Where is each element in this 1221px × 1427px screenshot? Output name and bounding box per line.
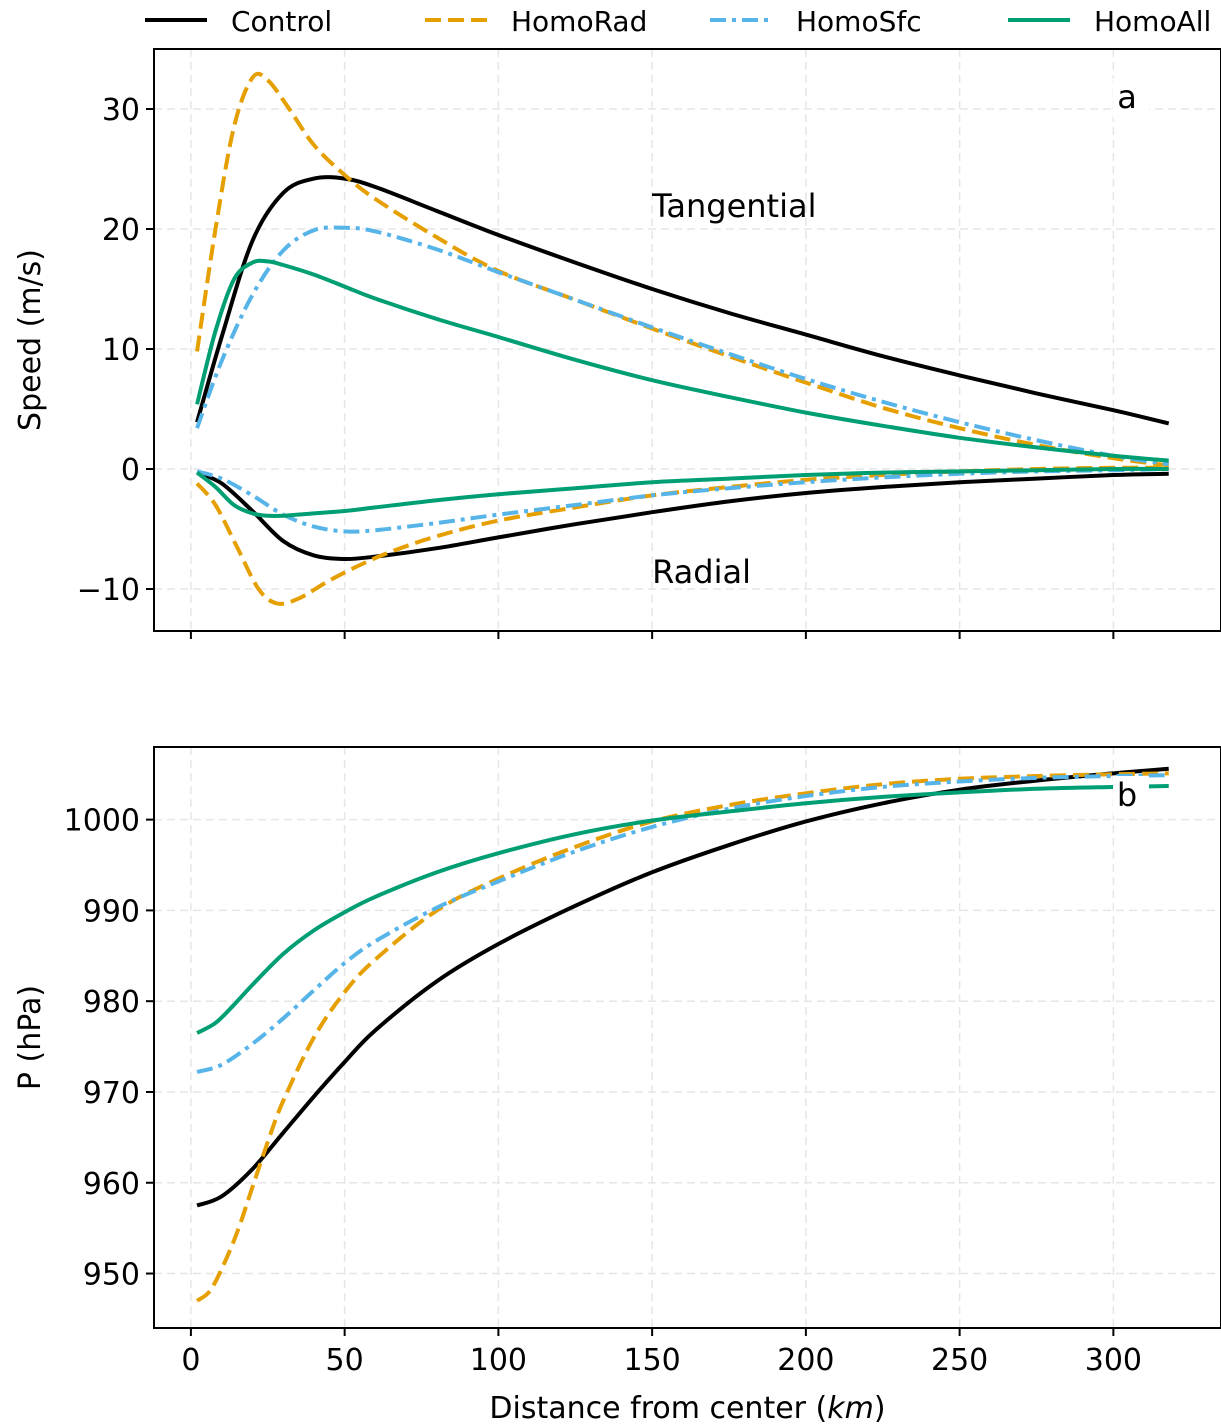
y-tick-label: 0 [121,453,140,488]
series-line-homoall-tangential [195,258,1169,463]
x-tick-label: 150 [624,1343,681,1378]
x-tick-label: 0 [181,1343,200,1378]
y-tick-label: 980 [83,985,140,1020]
y-tick-label: 20 [102,213,140,248]
series-line-control [196,766,1169,1208]
series-lines [195,766,1169,1303]
axes-frame [153,746,1221,1329]
legend-label: HomoSfc [796,5,922,38]
y-tick-label: 970 [83,1076,140,1111]
panel-tag: b [1117,776,1137,814]
y-tick-label: 30 [102,93,140,128]
legend-item-homorad: HomoRad [425,5,647,38]
panel-a-speed-chart: −10 0 10 20 30 Speed (m/s) Tangential Radial a [13,48,1221,639]
y-axis-label: Speed (m/s) [13,249,48,431]
x-tick-label: 300 [1085,1343,1142,1378]
legend-label: Control [231,5,332,38]
legend-item-homoall: HomoAll [1008,5,1211,38]
annotation-tangential: Tangential [651,187,816,225]
panel-tag: a [1117,78,1137,116]
series-line-homoall-radial [195,466,1169,519]
legend-label: HomoAll [1094,5,1211,38]
x-tick-label: 250 [931,1343,988,1378]
legend-item-homosfc: HomoSfc [710,5,922,38]
series-line-homorad [195,771,1169,1303]
series-line-homosfc [196,773,1169,1074]
series-line-control-radial [196,470,1169,562]
y-tick-label: 950 [83,1258,140,1293]
axes-frame [153,48,1221,632]
x-tick-label: 200 [777,1343,834,1378]
y-tick-label: −10 [77,573,140,608]
legend-item-control: Control [145,5,332,38]
x-axis-label: Distance from center (km) [489,1391,885,1426]
series-line-control-tangential [195,175,1170,426]
y-tick-label: 960 [83,1167,140,1202]
annotation-radial: Radial [652,553,751,591]
x-tick-label: 100 [470,1343,527,1378]
panel-b-pressure-chart: 0 50 100 150 200 250 300 950 960 970 980 990 1000 P (… [13,746,1221,1426]
series-lines [195,71,1170,606]
legend: Control HomoRad HomoSfc HomoAll [145,5,1211,38]
series-line-homorad-tangential [195,71,1169,468]
panel-tag-background [1113,776,1149,816]
y-tick-label: 990 [83,894,140,929]
series-line-homoall [196,784,1169,1035]
x-tick-label: 50 [326,1343,364,1378]
y-axis-label: P (hPa) [13,985,48,1090]
series-line-homosfc-tangential [195,225,1170,467]
legend-label: HomoRad [511,5,647,38]
series-line-homorad-radial [195,465,1169,606]
panel-tag-background [1113,78,1149,118]
y-tick-label: 10 [102,333,140,368]
y-tick-label: 1000 [64,804,140,839]
